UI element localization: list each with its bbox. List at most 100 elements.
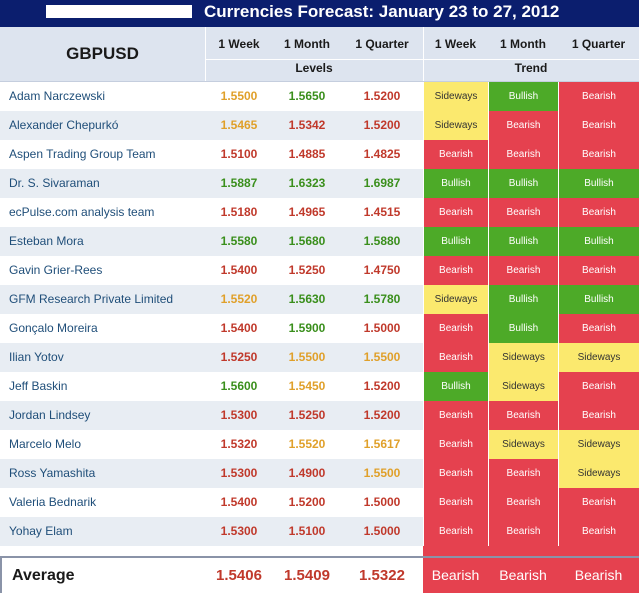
level-week: 1.5300: [220, 524, 258, 538]
average-week-trend: Bearish: [423, 558, 488, 593]
average-month-trend: Bearish: [488, 558, 558, 593]
average-month-level: 1.5409: [284, 567, 330, 584]
trend-week: Sideways: [423, 111, 488, 140]
trend-month: Sideways: [488, 343, 558, 372]
average-row: Average 1.5406 1.5409 1.5322 Bearish Bea…: [0, 556, 639, 593]
trend-month: Bearish: [488, 517, 558, 546]
level-week: 1.5887: [220, 176, 258, 190]
level-month: 1.6323: [288, 176, 326, 190]
level-quarter: 1.5780: [363, 292, 401, 306]
level-week: 1.5300: [220, 466, 258, 480]
trend-quarter: Bearish: [558, 401, 639, 430]
trend-quarter: Sideways: [558, 430, 639, 459]
level-month: 1.5450: [288, 379, 326, 393]
trend-week: Bearish: [423, 198, 488, 227]
analyst-name: Aspen Trading Group Team: [9, 147, 156, 161]
trend-quarter: Bearish: [558, 314, 639, 343]
trend-week: Bearish: [423, 401, 488, 430]
trend-quarter: Bullish: [558, 227, 639, 256]
level-week: 1.5400: [220, 321, 258, 335]
analyst-name: ecPulse.com analysis team: [9, 205, 155, 219]
average-label: Average: [0, 558, 205, 593]
table-row: Yohay Elam 1.5300 1.5100 1.5000 Bearish Beari…: [0, 517, 639, 546]
trend-month: Bearish: [488, 198, 558, 227]
trend-week: Bullish: [423, 169, 488, 198]
trend-week: Bearish: [423, 430, 488, 459]
level-week: 1.5180: [220, 205, 258, 219]
level-month: 1.5900: [288, 321, 326, 335]
average-quarter-trend: Bearish: [558, 558, 639, 593]
level-month: 1.5630: [288, 292, 326, 306]
level-quarter: 1.5500: [363, 466, 401, 480]
level-quarter: 1.5880: [363, 234, 401, 248]
average-quarter-level: 1.5322: [359, 567, 405, 584]
levels-week-header: 1 Week: [218, 37, 260, 51]
trend-week: Sideways: [423, 82, 488, 111]
trend-quarter: Bearish: [558, 111, 639, 140]
trend-week-header: 1 Week: [434, 37, 477, 51]
divider: [205, 27, 206, 81]
analyst-name: Yohay Elam: [9, 524, 73, 538]
divider: [205, 59, 639, 60]
level-month: 1.4885: [288, 147, 326, 161]
table-row: ecPulse.com analysis team 1.5180 1.4965 1.4…: [0, 198, 639, 227]
level-week: 1.5250: [220, 350, 258, 364]
analyst-name: Jeff Baskin: [9, 379, 68, 393]
level-quarter: 1.4750: [363, 263, 401, 277]
currency-pair: GBPUSD: [66, 44, 139, 63]
level-quarter: 1.5000: [363, 524, 401, 538]
forecast-table: Adam Narczewski 1.5500 1.5650 1.5200 Sideway…: [0, 82, 639, 546]
trend-quarter: Bearish: [558, 82, 639, 111]
table-row: Dr. S. Sivaraman 1.5887 1.6323 1.6987 Bullis…: [0, 169, 639, 198]
analyst-name: Ross Yamashita: [9, 466, 96, 480]
level-month: 1.5650: [288, 89, 326, 103]
trend-week: Bearish: [423, 314, 488, 343]
table-row: Marcelo Melo 1.5320 1.5520 1.5617 Bearish Sid…: [0, 430, 639, 459]
level-quarter: 1.5200: [363, 379, 401, 393]
level-quarter: 1.4825: [363, 147, 401, 161]
table-row: Gonçalo Moreira 1.5400 1.5900 1.5000 Bearish…: [0, 314, 639, 343]
trend-quarter: Bearish: [558, 488, 639, 517]
table-row: Ilian Yotov 1.5250 1.5500 1.5500 Bearish Side…: [0, 343, 639, 372]
trend-group-header: Trend: [514, 61, 548, 75]
table-row: Alexander Chepurkó 1.5465 1.5342 1.5200 Side…: [0, 111, 639, 140]
level-week: 1.5600: [220, 379, 258, 393]
trend-week: Bearish: [423, 256, 488, 285]
trend-month-header: 1 Month: [500, 37, 546, 51]
analyst-name: Gavin Grier-Rees: [9, 263, 103, 277]
level-quarter: 1.6987: [363, 176, 401, 190]
level-quarter: 1.5500: [363, 350, 401, 364]
level-month: 1.5342: [288, 118, 326, 132]
analyst-name: Esteban Mora: [9, 234, 84, 248]
table-row: GFM Research Private Limited 1.5520 1.5630…: [0, 285, 639, 314]
spacer: [0, 546, 639, 556]
trend-month: Bullish: [488, 169, 558, 198]
trend-quarter: Sideways: [558, 343, 639, 372]
page-title: Currencies Forecast: January 23 to 27, 2…: [204, 2, 560, 21]
average-week-level: 1.5406: [216, 567, 262, 584]
trend-month: Sideways: [488, 372, 558, 401]
trend-column-fill: [423, 546, 639, 556]
trend-quarter-header: 1 Quarter: [571, 37, 626, 51]
level-quarter: 1.5200: [363, 408, 401, 422]
level-month: 1.5100: [288, 524, 326, 538]
analyst-name: Jordan Lindsey: [9, 408, 91, 422]
table-row: Jordan Lindsey 1.5300 1.5250 1.5200 Bearish B…: [0, 401, 639, 430]
analyst-name: Ilian Yotov: [9, 350, 64, 364]
trend-month: Bullish: [488, 227, 558, 256]
level-week: 1.5320: [220, 437, 258, 451]
trend-week: Bearish: [423, 343, 488, 372]
level-month: 1.5520: [288, 437, 326, 451]
trend-month: Bullish: [488, 285, 558, 314]
trend-week: Bullish: [423, 227, 488, 256]
trend-week: Bearish: [423, 488, 488, 517]
table-header: GBPUSD 1 Week 1 Month 1 Quarter 1 Week 1…: [0, 27, 639, 82]
trend-month: Sideways: [488, 430, 558, 459]
level-week: 1.5580: [220, 234, 258, 248]
trend-month: Bullish: [488, 82, 558, 111]
divider: [423, 27, 424, 81]
level-month: 1.4900: [288, 466, 326, 480]
level-quarter: 1.4515: [363, 205, 401, 219]
level-quarter: 1.5617: [363, 437, 401, 451]
trend-week: Bearish: [423, 459, 488, 488]
